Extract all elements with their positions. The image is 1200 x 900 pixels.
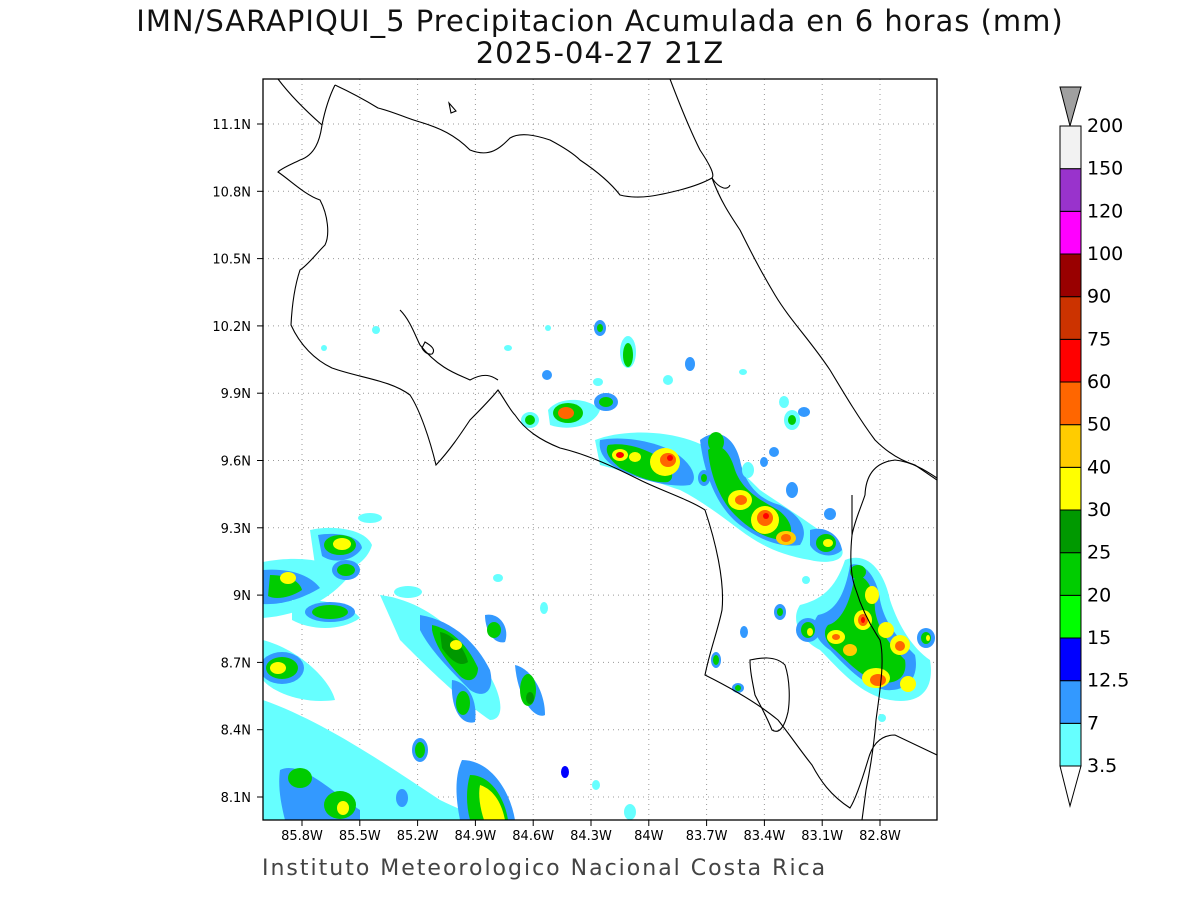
colorbar-box bbox=[1059, 253, 1082, 298]
colorbar-label: 25 bbox=[1087, 542, 1111, 564]
colorbar-box bbox=[1059, 722, 1082, 767]
longitude-axis: 85.8W 85.5W 85.2W 84.9W 84.6W 84.3W 84W 83.7W 83… bbox=[281, 820, 901, 844]
lat-tick-label: 9.6N bbox=[221, 455, 251, 470]
colorbar-label: 100 bbox=[1087, 243, 1123, 265]
precipitation-field bbox=[263, 320, 935, 820]
colorbar-label: 12.5 bbox=[1087, 670, 1129, 692]
colorbar-label: 60 bbox=[1087, 371, 1111, 393]
lat-tick-label: 9.9N bbox=[221, 387, 251, 402]
colorbar-box bbox=[1059, 680, 1082, 724]
lon-tick-label: 84W bbox=[634, 829, 664, 844]
colorbar-box bbox=[1059, 509, 1082, 554]
colorbar-label: 150 bbox=[1087, 158, 1123, 180]
lat-tick-label: 8.7N bbox=[221, 656, 251, 671]
colorbar-box bbox=[1059, 466, 1082, 511]
lon-tick-label: 84.6W bbox=[512, 829, 554, 844]
colorbar-box bbox=[1059, 637, 1082, 682]
map-date: 2025-04-27 21Z bbox=[475, 36, 725, 70]
colorbar-label: 90 bbox=[1087, 286, 1111, 308]
colorbar-box bbox=[1059, 424, 1082, 468]
colorbar-bottom-triangle bbox=[1059, 765, 1082, 808]
colorbar-label: 75 bbox=[1087, 328, 1111, 350]
ocean-rain-bands bbox=[263, 513, 636, 820]
colorbar-box bbox=[1059, 338, 1082, 383]
lon-tick-label: 83.7W bbox=[686, 829, 728, 844]
lon-tick-label: 83.1W bbox=[801, 829, 843, 844]
colorbar-label: 3.5 bbox=[1087, 755, 1117, 777]
colorbar-boxes bbox=[1059, 125, 1082, 767]
lat-tick-label: 8.1N bbox=[221, 791, 251, 806]
colorbar-label: 40 bbox=[1087, 456, 1111, 478]
colorbar-box bbox=[1059, 296, 1082, 340]
colorbar-box bbox=[1059, 210, 1082, 255]
lon-tick-label: 85.5W bbox=[339, 829, 381, 844]
central-rain-band bbox=[321, 320, 843, 584]
lat-tick-label: 10.8N bbox=[212, 185, 251, 200]
map-title: IMN/SARAPIQUI_5 Precipitacion Acumulada … bbox=[136, 4, 1064, 38]
lat-tick-label: 8.4N bbox=[221, 724, 251, 739]
colorbar-label: 7 bbox=[1087, 712, 1099, 734]
colorbar-label: 20 bbox=[1087, 584, 1111, 606]
colorbar-box bbox=[1059, 168, 1082, 212]
southeast-rain-cluster bbox=[711, 557, 935, 722]
lat-tick-label: 10.2N bbox=[212, 320, 251, 335]
colorbar-box bbox=[1059, 381, 1082, 426]
colorbar-label: 200 bbox=[1087, 115, 1123, 137]
lon-tick-label: 83.4W bbox=[743, 829, 785, 844]
colorbar-label: 15 bbox=[1087, 627, 1111, 649]
colorbar-label: 50 bbox=[1087, 414, 1111, 436]
colorbar: 3.5 7 12.5 15 20 25 30 40 50 60 75 90 100 120 150 200 bbox=[1059, 86, 1129, 808]
lat-tick-label: 10.5N bbox=[212, 253, 251, 268]
colorbar-label: 30 bbox=[1087, 499, 1111, 521]
lon-tick-label: 84.9W bbox=[454, 829, 496, 844]
colorbar-box bbox=[1059, 552, 1082, 596]
lon-tick-label: 85.2W bbox=[397, 829, 439, 844]
lon-tick-label: 82.8W bbox=[859, 829, 901, 844]
lon-tick-label: 84.3W bbox=[570, 829, 612, 844]
lat-tick-label: 9.3N bbox=[221, 522, 251, 537]
colorbar-labels: 3.5 7 12.5 15 20 25 30 40 50 60 75 90 100 120 150 200 bbox=[1087, 115, 1129, 777]
colorbar-box bbox=[1059, 125, 1082, 170]
lat-tick-label: 11.1N bbox=[212, 118, 251, 133]
map-frame bbox=[262, 78, 938, 821]
latitude-axis: 11.1N 10.8N 10.5N 10.2N 9.9N 9.6N 9.3N 9N 8.7N 8.… bbox=[212, 118, 263, 806]
colorbar-top-triangle bbox=[1059, 86, 1082, 128]
footer-credit: Instituto Meteorologico Nacional Costa R… bbox=[262, 856, 828, 881]
lon-tick-label: 85.8W bbox=[281, 829, 323, 844]
coastlines bbox=[277, 79, 937, 820]
lat-tick-label: 9N bbox=[233, 589, 251, 604]
colorbar-label: 120 bbox=[1087, 200, 1123, 222]
colorbar-box bbox=[1059, 594, 1082, 639]
